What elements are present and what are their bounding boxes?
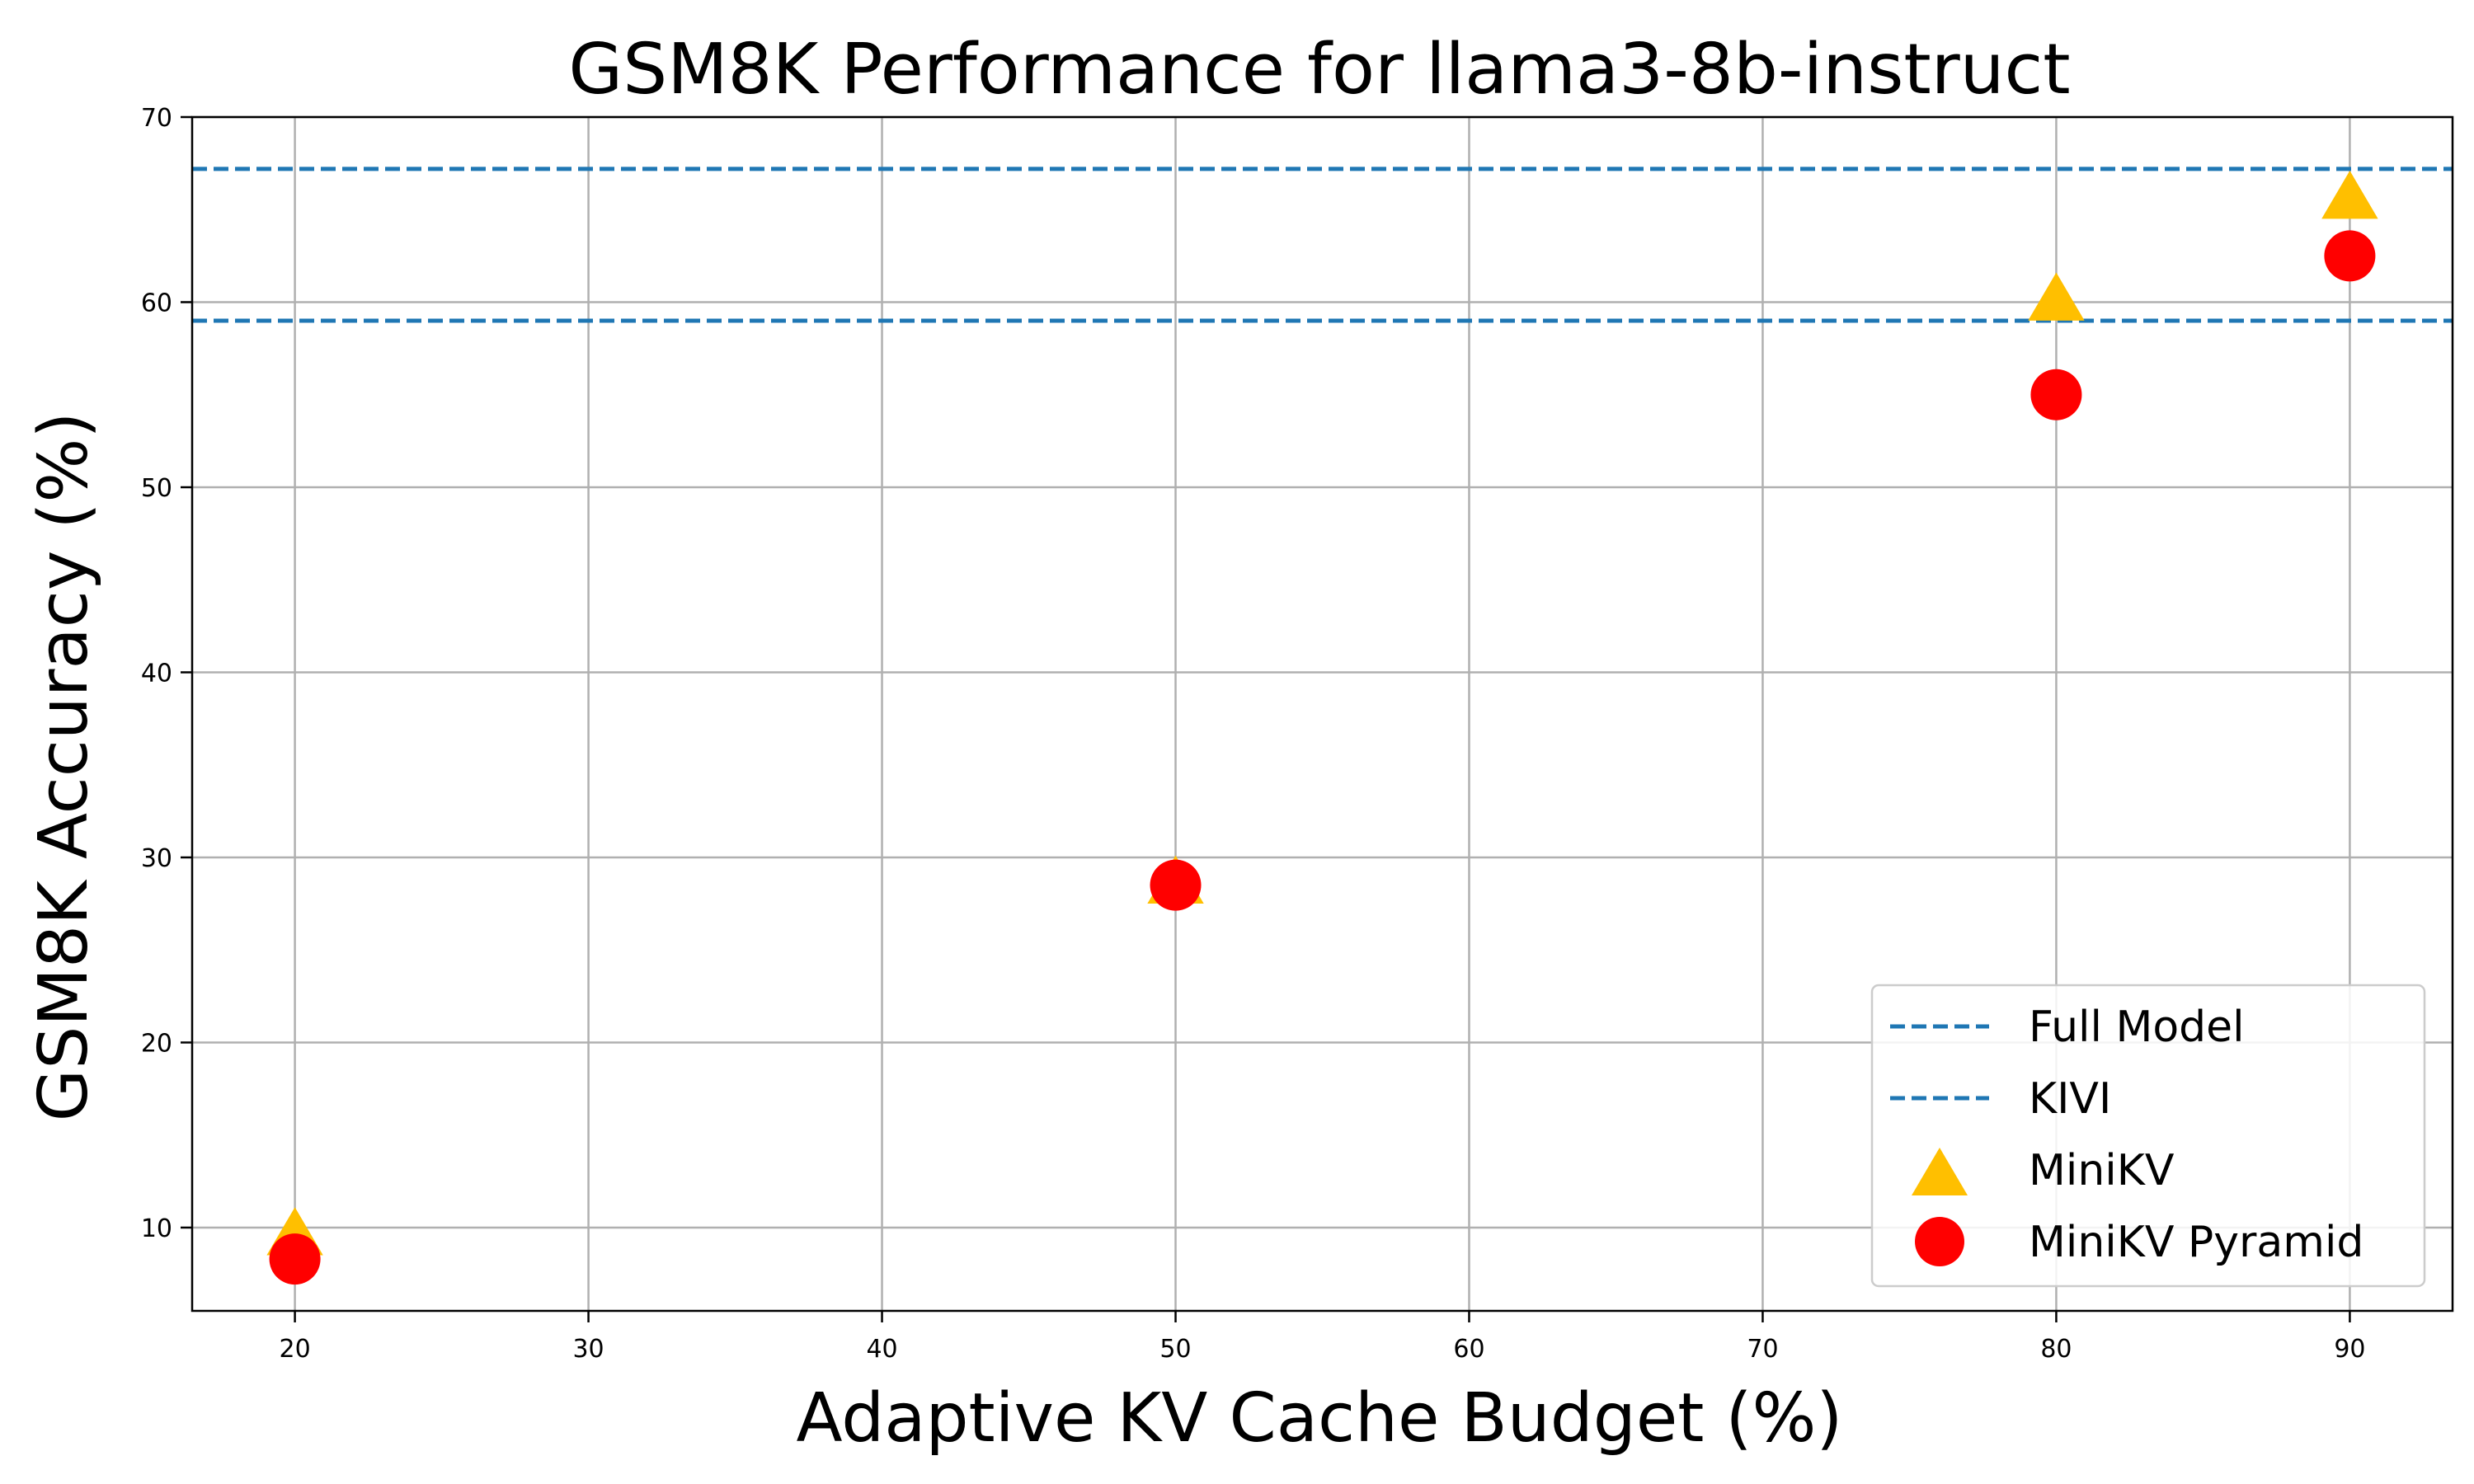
y-axis-ticks: 10 20 30 40 50 60 70: [141, 104, 192, 1243]
y-tick-label-40: 40: [141, 659, 172, 688]
x-tick-label-60: 60: [1453, 1335, 1484, 1364]
y-tick-label-20: 20: [141, 1029, 172, 1058]
y-tick-label-10: 10: [141, 1214, 172, 1243]
point-minikv-90: [2321, 171, 2378, 219]
legend: Full Model KIVI MiniKV MiniKV Pyramid: [1870, 984, 2426, 1288]
legend-marker-minikv: [1912, 1148, 1968, 1195]
point-minikv-pyramid-90: [2324, 230, 2376, 282]
x-tick-label-70: 70: [1747, 1335, 1778, 1364]
y-tick-label-30: 30: [141, 844, 172, 873]
legend-label-minikv: MiniKV: [2029, 1146, 2175, 1195]
plot-area-frame: [190, 115, 2454, 1313]
point-minikv-pyramid-20: [269, 1233, 321, 1285]
y-tick-label-50: 50: [141, 474, 172, 503]
reference-lines: [192, 167, 2453, 323]
point-minikv-pyramid-50: [1150, 859, 1202, 911]
x-tick-label-50: 50: [1159, 1335, 1191, 1364]
legend-label-kivi: KIVI: [2029, 1074, 2111, 1124]
legend-label-minikv-pyramid: MiniKV Pyramid: [2029, 1218, 2363, 1267]
y-tick-label-70: 70: [141, 104, 172, 133]
x-axis-ticks: 20 30 40 50 60 70 80 90: [279, 1311, 2366, 1364]
legend-marker-minikv-pyramid: [1915, 1217, 1964, 1266]
x-tick-label-90: 90: [2334, 1335, 2365, 1364]
x-tick-label-80: 80: [2040, 1335, 2072, 1364]
x-tick-label-30: 30: [572, 1335, 604, 1364]
y-tick-label-60: 60: [141, 289, 172, 317]
data-points: [266, 171, 2378, 1285]
legend-label-full-model: Full Model: [2029, 1003, 2245, 1052]
chart-title: GSM8K Performance for llama3-8b-instruct: [568, 29, 2070, 110]
x-tick-label-40: 40: [866, 1335, 897, 1364]
y-axis-label: GSM8K Accuracy (%): [25, 412, 103, 1122]
x-tick-label-20: 20: [279, 1335, 310, 1364]
point-minikv-pyramid-80: [2030, 369, 2082, 420]
point-minikv-80: [2028, 272, 2085, 321]
x-axis-label: Adaptive KV Cache Budget (%): [797, 1379, 1843, 1458]
legend-box: [1870, 984, 2426, 1288]
